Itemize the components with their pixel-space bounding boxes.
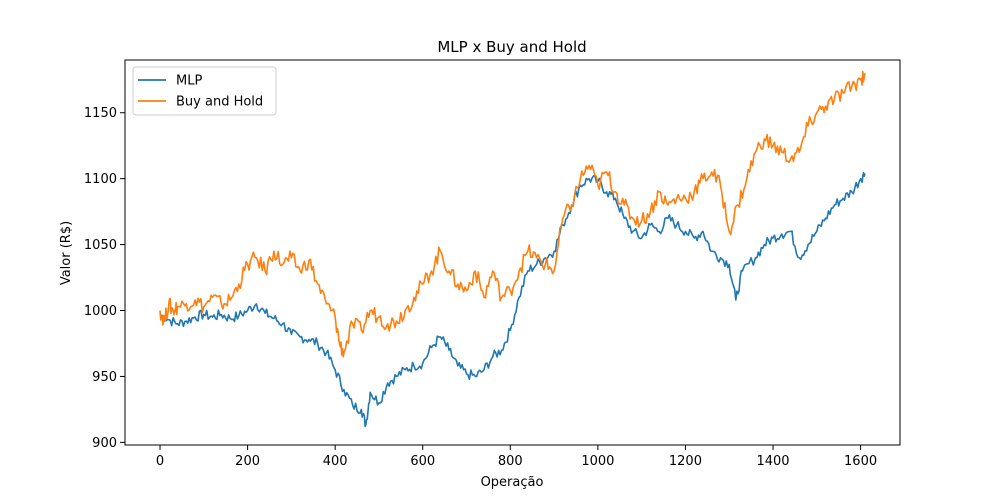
y-tick-label: 1000	[84, 304, 117, 319]
x-tick-label: 1200	[669, 454, 702, 469]
legend-label-mlp: MLP	[176, 74, 202, 89]
x-tick-label: 200	[235, 454, 260, 469]
x-tick-label: 400	[323, 454, 348, 469]
y-tick-label: 1050	[84, 238, 117, 253]
x-tick-label: 1400	[756, 454, 789, 469]
series-line-mlp	[159, 172, 866, 428]
x-tick-label: 0	[156, 454, 164, 469]
x-tick-label: 800	[498, 454, 523, 469]
y-tick-label: 950	[92, 370, 117, 385]
x-tick-label: 600	[410, 454, 435, 469]
chart-title: MLP x Buy and Hold	[437, 38, 586, 56]
x-tick-label: 1600	[844, 454, 877, 469]
plot-area: 0 200 400 600 800 1000 1200 1400 1600 900 950 1000 1…	[84, 59, 901, 469]
x-tick-label: 1000	[581, 454, 614, 469]
series-line-buy-and-hold	[159, 70, 866, 358]
y-axis-label: Valor (R$)	[59, 221, 74, 285]
y-tick-label: 1100	[84, 172, 117, 187]
legend-label-buy-and-hold: Buy and Hold	[176, 95, 263, 110]
plot-frame	[124, 59, 901, 446]
legend-box	[132, 66, 277, 116]
x-axis-label: Operação	[481, 475, 544, 490]
y-tick-label: 1150	[84, 106, 117, 121]
y-tick-label: 900	[92, 436, 117, 451]
